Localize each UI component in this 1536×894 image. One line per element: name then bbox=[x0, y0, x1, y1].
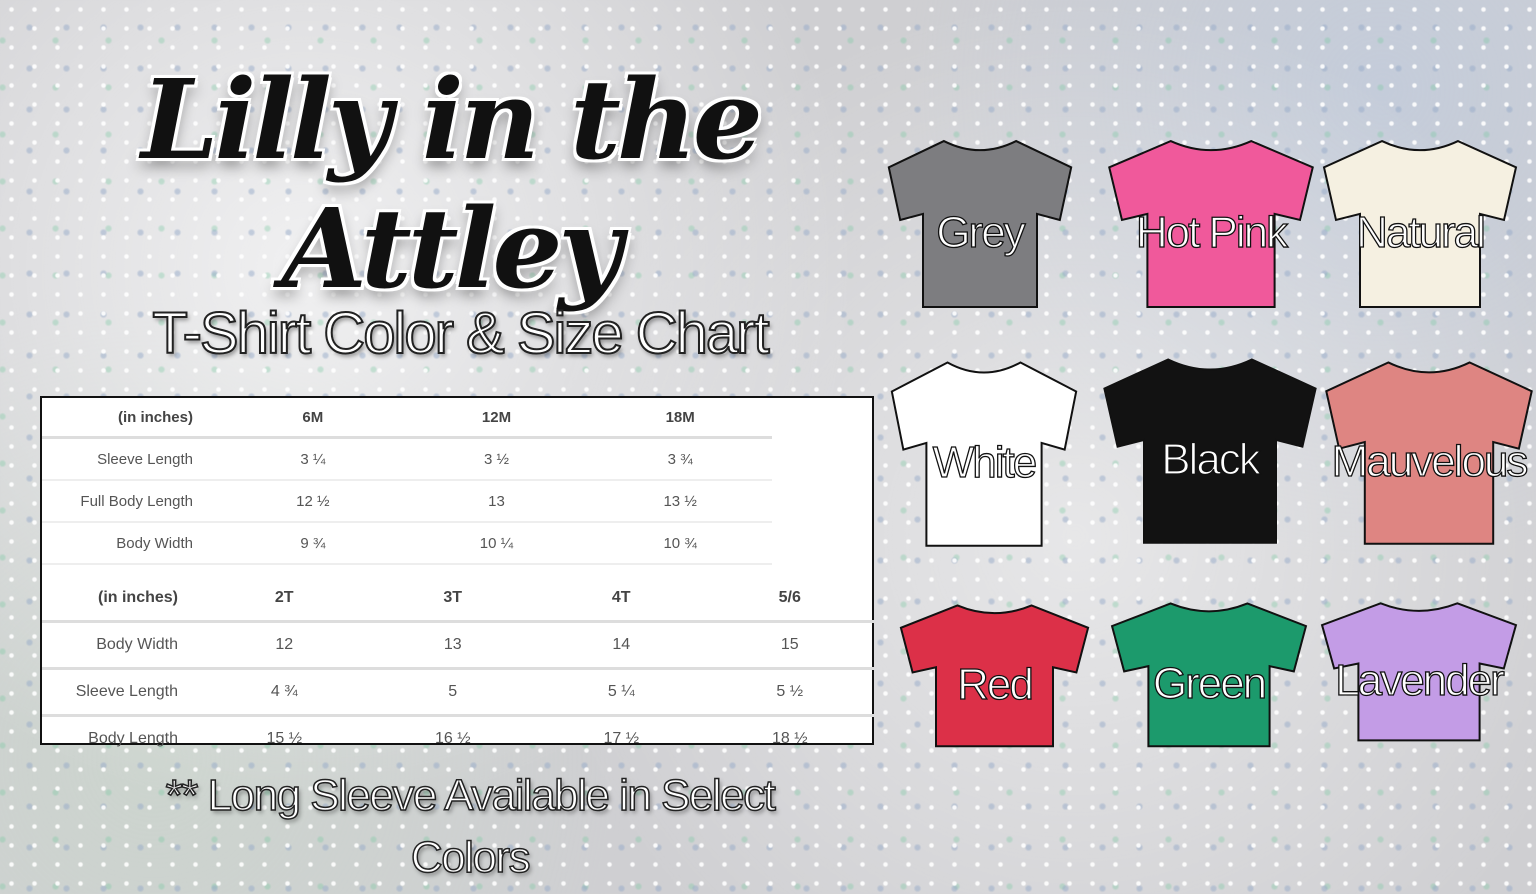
color-name: Hot Pink bbox=[1135, 207, 1289, 257]
table-cell: 3 ½ bbox=[404, 437, 589, 481]
infant-size-table: (in inches) 6M 12M 18M Sleeve Length 3 ¼… bbox=[42, 398, 772, 565]
table-cell: 13 bbox=[404, 480, 589, 523]
color-name: White bbox=[932, 437, 1038, 487]
table-cell: 14 bbox=[537, 621, 706, 670]
table-cell: 5 ¼ bbox=[537, 668, 706, 717]
tshirt-icon bbox=[1320, 137, 1520, 309]
shirt-swatch-lavender: Lavender bbox=[1318, 600, 1520, 742]
table-header: 2T bbox=[200, 576, 369, 623]
tshirt-icon bbox=[885, 137, 1075, 309]
page-title: T-Shirt Color & Size Chart bbox=[151, 300, 770, 367]
color-name: Black bbox=[1161, 434, 1262, 484]
shirt-swatch-mauvelous: Mauvelous bbox=[1322, 358, 1536, 546]
table-cell: 12 ½ bbox=[221, 480, 405, 523]
color-name: Grey bbox=[936, 207, 1027, 257]
toddler-size-table: (in inches) 2T 3T 4T 5/6 Body Width 12 1… bbox=[42, 576, 874, 761]
table-cell: 15 bbox=[705, 621, 874, 670]
color-name: Red bbox=[956, 659, 1034, 709]
table-header-row: (in inches) 2T 3T 4T 5/6 bbox=[42, 576, 874, 623]
brand-logo: Lilly in the Attley bbox=[141, 55, 763, 313]
shirt-swatch-green: Green bbox=[1108, 600, 1310, 748]
table-cell: 9 ¾ bbox=[221, 522, 405, 565]
tshirt-icon bbox=[1105, 137, 1317, 309]
table-cell: 16 ½ bbox=[434, 730, 471, 747]
table-row: Body Width 12 13 14 15 bbox=[42, 621, 874, 670]
row-label: Sleeve Length bbox=[42, 437, 221, 481]
tshirt-icon bbox=[1318, 600, 1520, 742]
table-header: 4T bbox=[537, 576, 706, 623]
table-cell: 3 ¾ bbox=[588, 437, 772, 481]
table-cell: 5 ½ bbox=[705, 668, 874, 717]
color-name: Mauvelous bbox=[1331, 436, 1529, 486]
table-cell: 10 ¼ bbox=[404, 522, 589, 565]
shirt-swatch-black: Black bbox=[1100, 355, 1320, 545]
tshirt-icon bbox=[897, 602, 1092, 748]
shirt-swatch-natural: Natural bbox=[1320, 137, 1520, 309]
table-header: 6M bbox=[221, 398, 405, 439]
table-header: (in inches) bbox=[42, 398, 221, 439]
color-name: Lavender bbox=[1335, 655, 1506, 705]
row-label: Full Body Length bbox=[42, 480, 221, 523]
shirt-swatch-white: White bbox=[888, 358, 1080, 548]
color-name: Natural bbox=[1355, 207, 1486, 257]
tshirt-icon bbox=[888, 358, 1080, 548]
table-row: Body Length 15 ½ 16 ½ 17 ½ 18 ½ bbox=[42, 716, 874, 762]
shirt-swatch-hot-pink: Hot Pink bbox=[1105, 137, 1317, 309]
table-cell: 12 bbox=[200, 621, 369, 670]
table-header-row: (in inches) 6M 12M 18M bbox=[42, 398, 772, 439]
table-cell: 15 ½ bbox=[266, 730, 303, 747]
color-name: Green bbox=[1152, 658, 1268, 708]
table-cell: 13 ½ bbox=[588, 480, 772, 523]
row-label: Sleeve Length bbox=[42, 668, 200, 717]
table-header: 18M bbox=[588, 398, 772, 439]
tshirt-icon bbox=[1100, 355, 1320, 545]
table-header: 12M bbox=[404, 398, 589, 439]
table-header: 5/6 bbox=[705, 576, 874, 623]
shirt-swatch-grey: Grey bbox=[885, 137, 1075, 309]
table-row: Sleeve Length 4 ¾ 5 5 ¼ 5 ½ bbox=[42, 668, 874, 717]
shirt-swatch-red: Red bbox=[897, 602, 1092, 748]
tshirt-icon bbox=[1108, 600, 1310, 748]
table-row: Full Body Length 12 ½ 13 13 ½ bbox=[42, 480, 772, 523]
table-row: Sleeve Length 3 ¼ 3 ½ 3 ¾ bbox=[42, 437, 772, 481]
table-row: Body Width 9 ¾ 10 ¼ 10 ¾ bbox=[42, 522, 772, 565]
table-cell: 17 ½ bbox=[603, 730, 640, 747]
table-cell: 5 bbox=[368, 668, 537, 717]
table-header: (in inches) bbox=[42, 576, 200, 623]
table-header: 3T bbox=[368, 576, 537, 623]
table-cell: 18 ½ bbox=[771, 730, 808, 747]
table-cell: 4 ¾ bbox=[200, 668, 369, 717]
row-label: Body Width bbox=[42, 522, 221, 565]
long-sleeve-note: ** Long Sleeve Available in Select Color… bbox=[165, 770, 777, 883]
table-cell: 13 bbox=[368, 621, 537, 670]
table-cell: 10 ¾ bbox=[588, 522, 772, 565]
row-label: Body Length bbox=[88, 730, 178, 747]
tshirt-icon bbox=[1322, 358, 1536, 546]
size-chart: (in inches) 6M 12M 18M Sleeve Length 3 ¼… bbox=[40, 396, 874, 747]
table-cell: 3 ¼ bbox=[221, 437, 405, 481]
row-label: Body Width bbox=[42, 621, 200, 670]
